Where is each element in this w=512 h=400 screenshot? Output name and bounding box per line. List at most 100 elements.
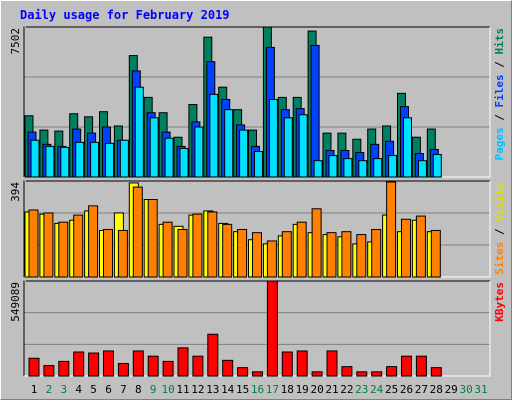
bar — [177, 347, 189, 377]
x-tick-label: 17 — [266, 383, 279, 396]
x-tick-label: 14 — [221, 383, 235, 396]
legend: Sites / Visits — [493, 182, 506, 275]
bar — [119, 139, 129, 178]
bar — [371, 228, 382, 278]
bar — [117, 362, 129, 377]
bar — [60, 146, 70, 178]
x-tick-label: 31 — [474, 383, 487, 396]
bar — [28, 357, 40, 377]
bar — [298, 114, 308, 178]
legend: KBytes — [493, 282, 506, 322]
x-tick-label: 20 — [310, 383, 323, 396]
bar — [326, 232, 337, 278]
x-tick-label: 9 — [150, 383, 157, 396]
bar — [147, 355, 159, 377]
x-tick-label: 18 — [281, 383, 294, 396]
bar — [296, 221, 307, 278]
y-tick-label: 394 — [9, 182, 22, 202]
legend-entry: Hits — [493, 28, 506, 55]
bar — [192, 355, 204, 377]
bar — [341, 231, 352, 278]
bar — [222, 223, 233, 278]
bar — [90, 141, 100, 178]
bar — [43, 212, 54, 278]
x-tick-label: 6 — [105, 383, 112, 396]
x-tick-label: 23 — [355, 383, 368, 396]
bar — [326, 350, 338, 377]
bar — [222, 359, 234, 377]
bar — [209, 93, 219, 178]
bar — [132, 350, 144, 377]
x-tick-label: 15 — [236, 383, 249, 396]
bar — [103, 350, 114, 377]
bar — [149, 117, 159, 178]
bar — [162, 221, 173, 278]
legend-separator: / — [493, 108, 506, 128]
bar — [373, 158, 383, 178]
bar — [343, 158, 353, 178]
bar — [415, 215, 426, 278]
bar — [388, 155, 398, 178]
bar — [192, 213, 203, 278]
x-tick-label: 4 — [75, 383, 82, 396]
bar — [252, 232, 262, 278]
legend-entry: Files — [493, 74, 506, 107]
bar — [43, 365, 55, 377]
bar — [177, 228, 188, 278]
bar — [88, 205, 99, 278]
bar — [75, 141, 85, 178]
bar — [45, 145, 55, 178]
bar — [356, 371, 368, 377]
bar — [356, 234, 367, 278]
x-tick-label: 29 — [445, 383, 458, 396]
x-tick-label: 22 — [340, 383, 353, 396]
bar — [417, 160, 427, 178]
bar — [73, 351, 85, 377]
bar — [403, 117, 412, 178]
bar — [117, 229, 128, 278]
legend-entry: Visits — [493, 182, 506, 222]
legend-entry: Sites — [493, 242, 506, 275]
x-tick-label: 5 — [90, 383, 97, 396]
x-tick-label: 27 — [415, 383, 428, 396]
bar — [58, 360, 70, 377]
x-tick-label: 1 — [31, 383, 38, 396]
bar — [28, 209, 39, 278]
x-tick-label: 10 — [161, 383, 174, 396]
y-tick-label: 7502 — [9, 28, 22, 55]
x-tick-label: 28 — [430, 383, 443, 396]
bar — [328, 155, 338, 178]
bar — [311, 208, 322, 278]
y-tick-label: 549089 — [9, 282, 22, 322]
bar — [432, 154, 442, 178]
bar — [310, 44, 320, 178]
bar — [164, 137, 174, 178]
bar — [401, 218, 411, 278]
x-tick-label: 25 — [385, 383, 398, 396]
x-tick-label: 16 — [251, 383, 264, 396]
bar — [386, 366, 398, 377]
x-tick-label: 12 — [191, 383, 204, 396]
x-tick-label: 30 — [459, 383, 472, 396]
plot-area — [24, 281, 490, 376]
bar — [134, 86, 144, 178]
bar — [386, 181, 397, 278]
bar — [266, 240, 277, 278]
bar — [430, 229, 441, 278]
bar — [132, 186, 143, 278]
bar — [237, 228, 248, 278]
bar — [254, 150, 263, 178]
bar — [105, 142, 114, 178]
bar — [147, 199, 158, 278]
x-tick-label: 24 — [370, 383, 384, 396]
bar — [415, 355, 427, 377]
bar — [194, 126, 204, 178]
bar — [430, 367, 442, 377]
bar — [281, 351, 293, 377]
bar — [371, 371, 383, 377]
x-tick-label: 7 — [120, 383, 127, 396]
chart-title: Daily usage for February 2019 — [20, 8, 230, 22]
bar — [281, 231, 292, 278]
